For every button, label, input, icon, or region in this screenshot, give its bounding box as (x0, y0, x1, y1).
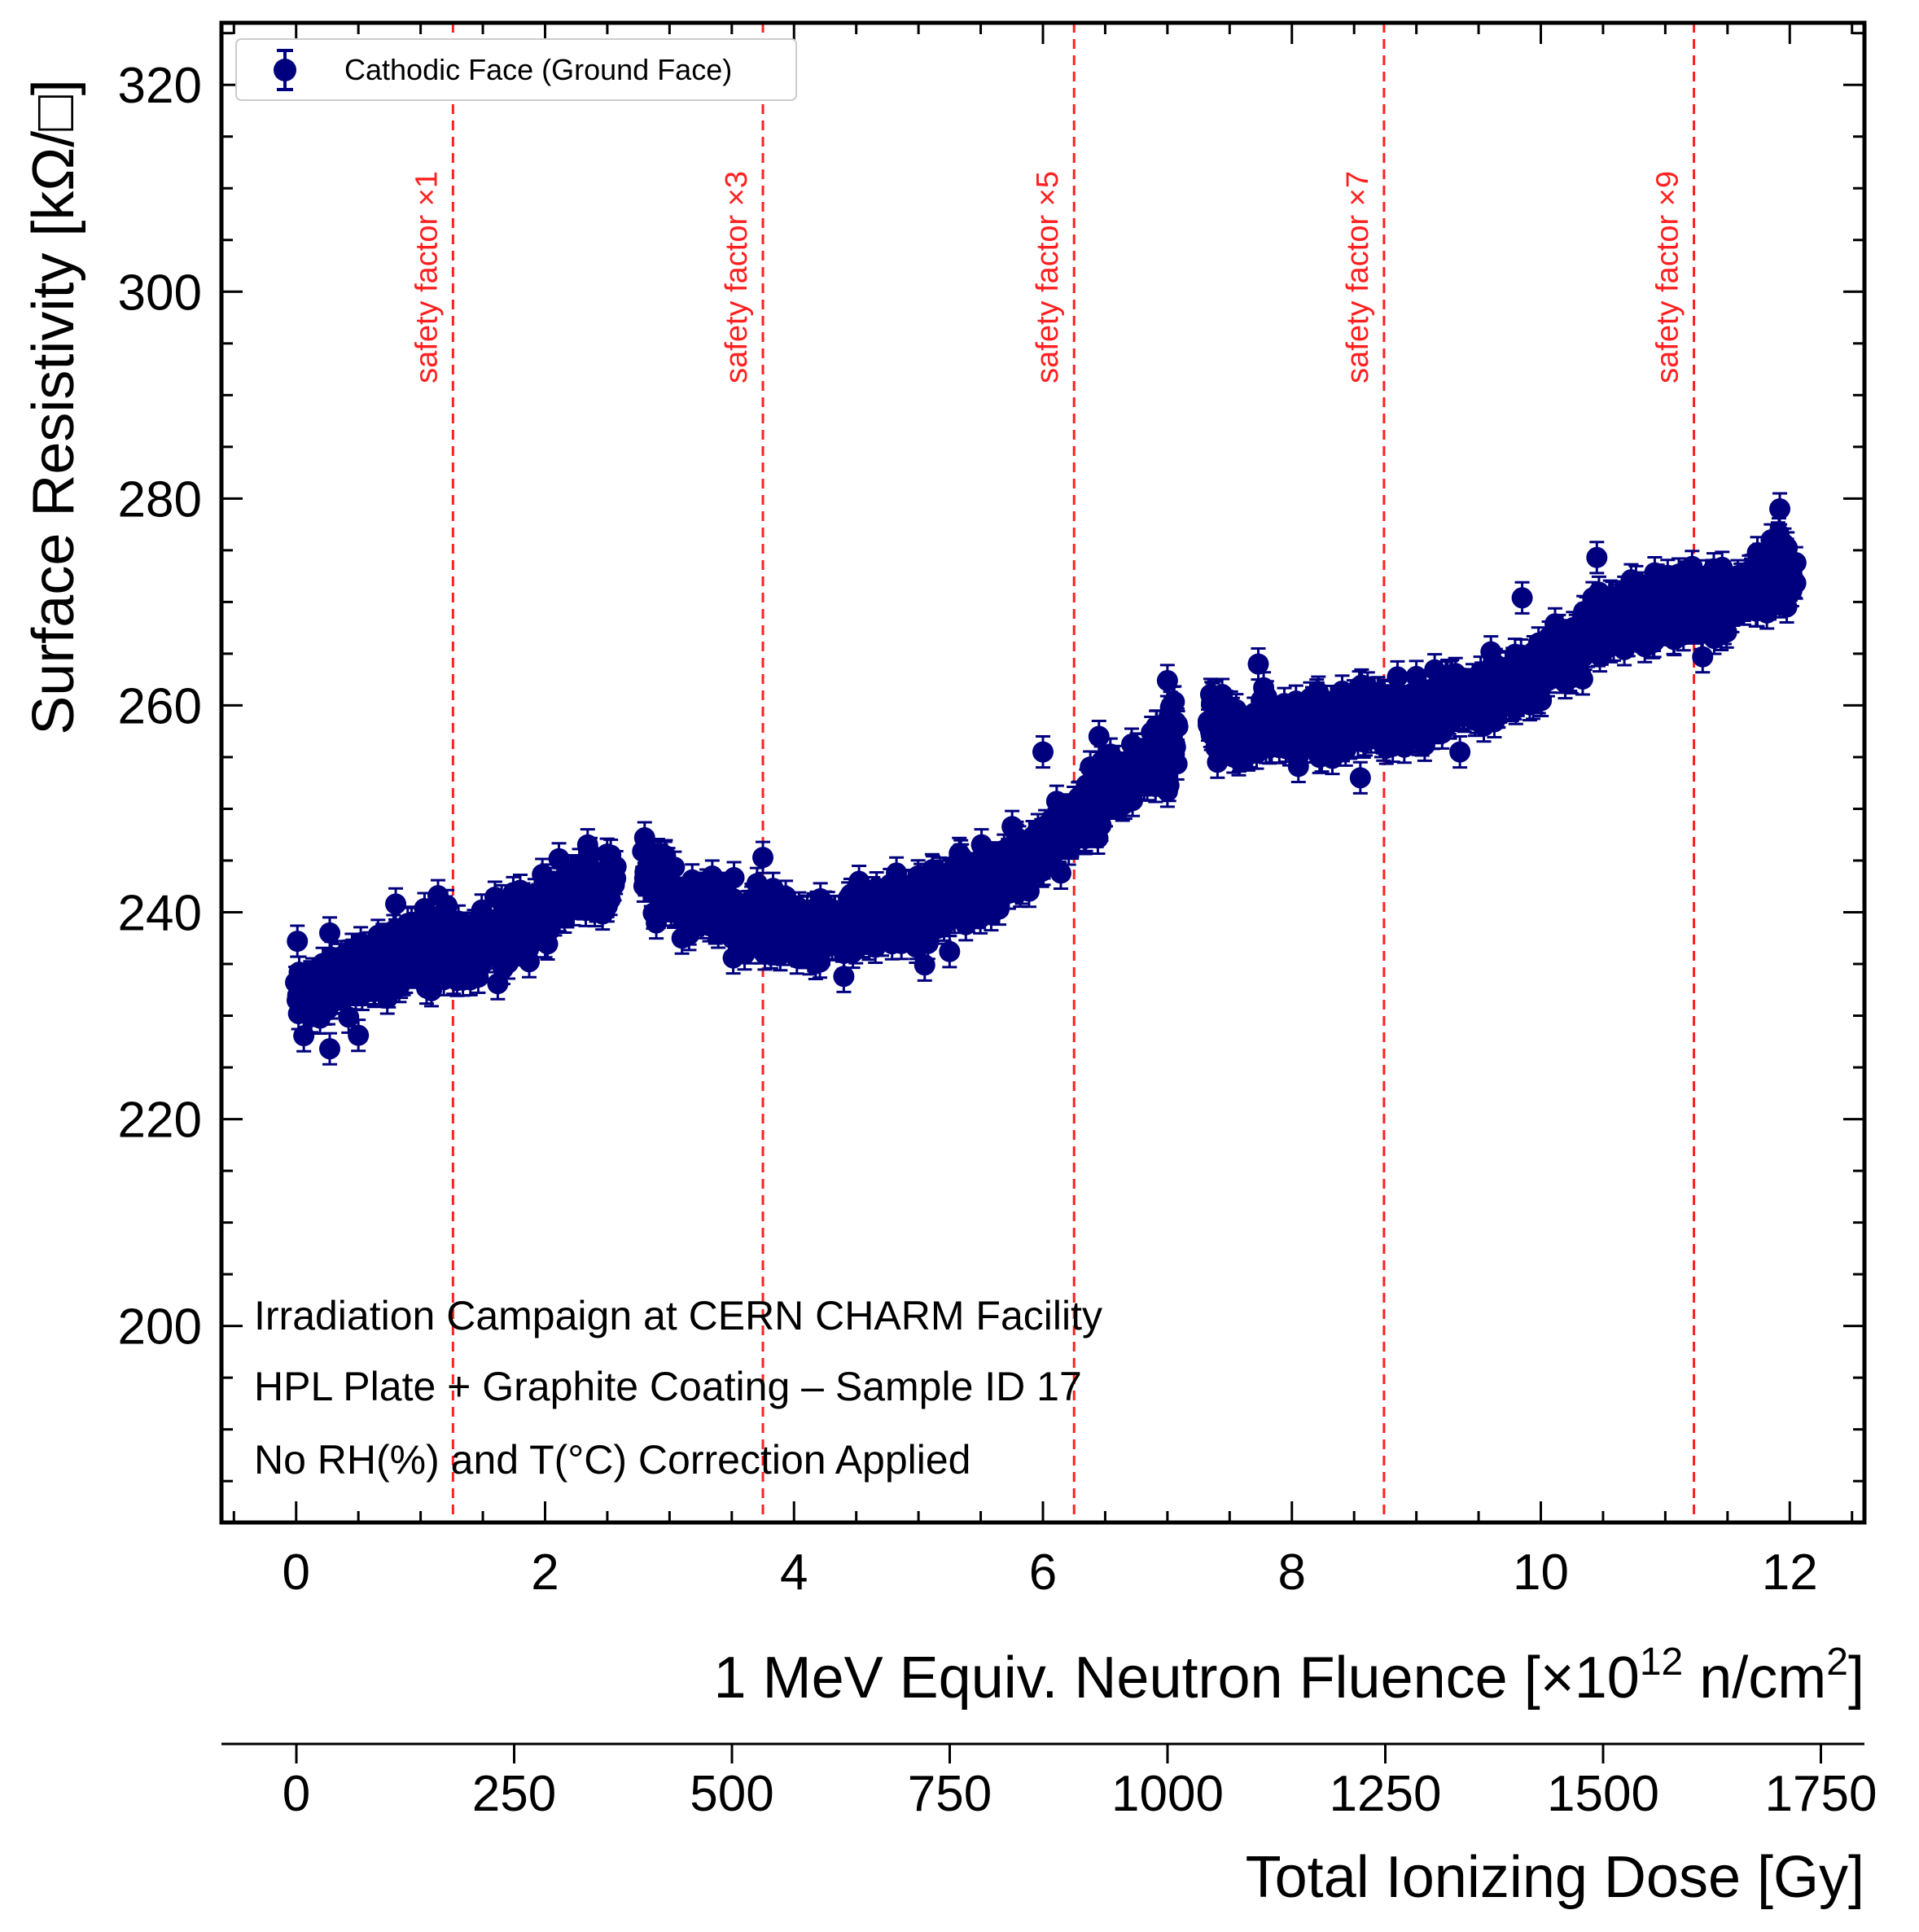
safety-factor-label: safety factor ×7 (1341, 171, 1375, 383)
data-point (1167, 753, 1188, 774)
data-point (724, 867, 745, 888)
data-point (1168, 716, 1189, 738)
data-point (664, 856, 685, 878)
data-point (606, 856, 627, 878)
safety-factor-label: safety factor ×1 (410, 171, 444, 383)
safety-factor-label: safety factor ×9 (1651, 171, 1685, 383)
safety-factor-label: safety factor ×5 (1031, 171, 1065, 383)
safety-factor-label: safety factor ×3 (720, 171, 754, 383)
